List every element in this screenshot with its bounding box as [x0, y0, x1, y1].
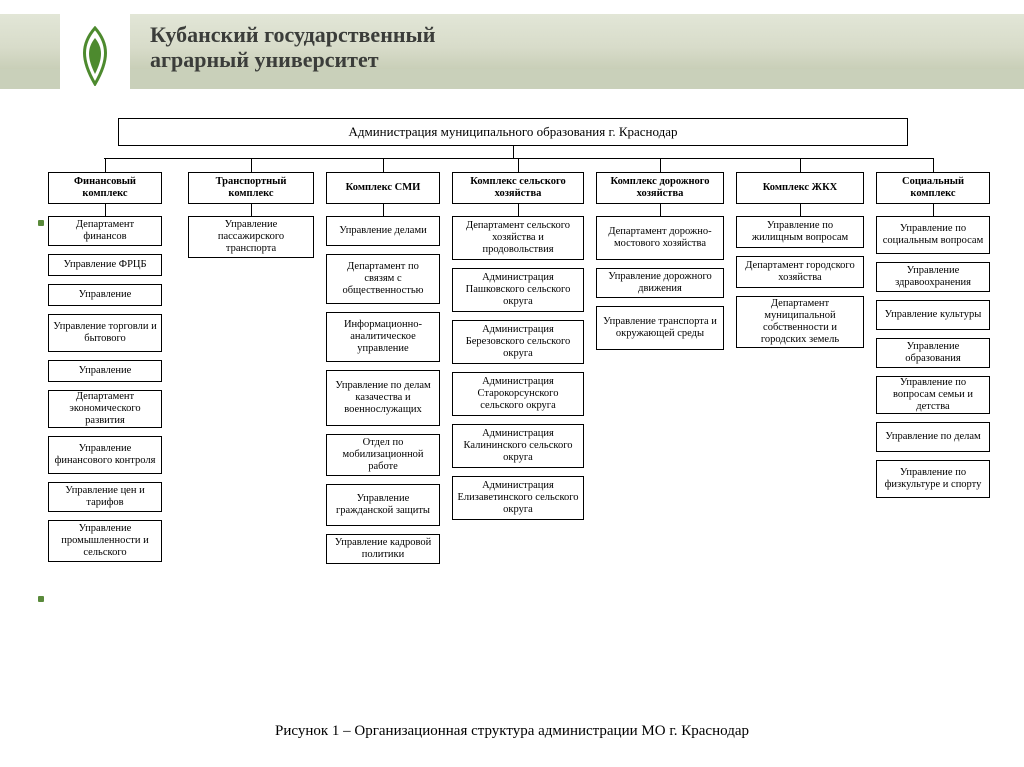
unit-0-7: Управление цен и тарифов	[48, 482, 162, 512]
unit-5-0: Управление по жилищным вопросам	[736, 216, 864, 248]
unit-0-5: Департамент экономического развития	[48, 390, 162, 428]
column-header-4: Комплекс дорожного хозяйства	[596, 172, 724, 204]
column-header-0: Финансовый комплекс	[48, 172, 162, 204]
unit-2-1: Департамент по связям с общественностью	[326, 254, 440, 304]
org-root: Администрация муниципального образования…	[118, 118, 908, 146]
unit-3-0: Департамент сельского хозяйства и продов…	[452, 216, 584, 260]
column-header-5: Комплекс ЖКХ	[736, 172, 864, 204]
unit-0-2: Управление	[48, 284, 162, 306]
unit-2-0: Управление делами	[326, 216, 440, 246]
unit-4-1: Управление дорожного движения	[596, 268, 724, 298]
unit-2-4: Отдел по мобилизационной работе	[326, 434, 440, 476]
unit-2-3: Управление по делам казачества и военнос…	[326, 370, 440, 426]
unit-3-3: Администрация Старокорсунского сельского…	[452, 372, 584, 416]
unit-0-6: Управление финансового контроля	[48, 436, 162, 474]
unit-5-1: Департамент городского хозяйства	[736, 256, 864, 288]
unit-0-3: Управление торговли и бытового	[48, 314, 162, 352]
unit-6-0: Управление по социальным вопросам	[876, 216, 990, 254]
unit-3-2: Администрация Березовского сельского окр…	[452, 320, 584, 364]
unit-3-1: Администрация Пашковского сельского окру…	[452, 268, 584, 312]
university-title-l2: аграрный университет	[150, 47, 379, 72]
unit-0-4: Управление	[48, 360, 162, 382]
unit-2-2: Информационно-аналитическое управление	[326, 312, 440, 362]
column-header-1: Транспортный комплекс	[188, 172, 314, 204]
unit-0-0: Департамент финансов	[48, 216, 162, 246]
unit-6-3: Управление образования	[876, 338, 990, 368]
column-header-3: Комплекс сельского хозяйства	[452, 172, 584, 204]
unit-4-2: Управление транспорта и окружающей среды	[596, 306, 724, 350]
unit-6-2: Управление культуры	[876, 300, 990, 330]
figure-caption: Рисунок 1 – Организационная структура ад…	[0, 723, 1024, 740]
university-title-l1: Кубанский государственный	[150, 22, 435, 47]
column-header-6: Социальный комплекс	[876, 172, 990, 204]
marker-icon	[38, 596, 44, 602]
unit-2-5: Управление гражданской защиты	[326, 484, 440, 526]
header-band: Кубанский государственный аграрный униве…	[0, 0, 1024, 110]
marker-icon	[38, 220, 44, 226]
unit-3-5: Администрация Елизаветинского сельского …	[452, 476, 584, 520]
unit-1-0: Управление пассажирского транспорта	[188, 216, 314, 258]
university-logo	[60, 12, 130, 100]
unit-5-2: Департамент муниципальной собственности …	[736, 296, 864, 348]
unit-3-4: Администрация Калининского сельского окр…	[452, 424, 584, 468]
unit-6-1: Управление здравоохранения	[876, 262, 990, 292]
unit-2-6: Управление кадровой политики	[326, 534, 440, 564]
org-chart: Рисунок 1 – Организационная структура ад…	[0, 110, 1024, 750]
unit-4-0: Департамент дорожно-мостового хозяйства	[596, 216, 724, 260]
leaf-icon	[75, 26, 115, 86]
university-title: Кубанский государственный аграрный униве…	[150, 22, 435, 73]
column-header-2: Комплекс СМИ	[326, 172, 440, 204]
unit-0-8: Управление промышленности и сельского	[48, 520, 162, 562]
unit-6-5: Управление по делам	[876, 422, 990, 452]
unit-6-4: Управление по вопросам семьи и детства	[876, 376, 990, 414]
unit-0-1: Управление ФРЦБ	[48, 254, 162, 276]
unit-6-6: Управление по физкультуре и спорту	[876, 460, 990, 498]
